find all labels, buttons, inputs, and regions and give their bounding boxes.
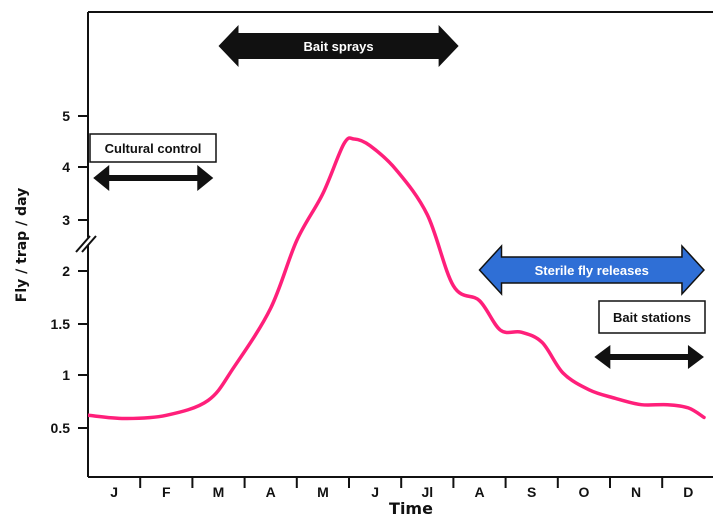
- bait-sprays-arrow: [218, 25, 459, 67]
- x-tick-label: M: [317, 484, 329, 500]
- bait-sprays-annotation: Bait sprays: [218, 25, 459, 67]
- y-axis-ticks: 0.5 1 1.5 2 3 4 5: [51, 108, 88, 436]
- x-tick-label: A: [474, 484, 484, 500]
- bait-sprays-label: Bait sprays: [304, 39, 374, 54]
- x-tick-label: M: [213, 484, 225, 500]
- sterile-fly-label: Sterile fly releases: [535, 263, 649, 278]
- cultural-control-annotation: Cultural control: [89, 133, 217, 191]
- annotation-layer: Bait sprays Cultural control Sterile fly r…: [89, 25, 706, 369]
- x-tick-label: J: [110, 484, 118, 500]
- y-tick-label: 3: [62, 212, 70, 228]
- y-axis-break-mark: [72, 235, 97, 253]
- x-tick-label: S: [527, 484, 536, 500]
- y-tick-label: 1: [62, 367, 70, 383]
- y-axis-title: Fly / trap / day: [14, 188, 30, 302]
- x-tick-label: A: [266, 484, 276, 500]
- bait-stations-annotation: Bait stations: [594, 300, 706, 369]
- sterile-fly-arrow: [478, 244, 705, 296]
- x-tick-label: D: [683, 484, 693, 500]
- bait-stations-label: Bait stations: [613, 310, 691, 325]
- y-tick-label: 5: [62, 108, 70, 124]
- bait-stations-arrow: [594, 345, 704, 369]
- cultural-control-arrow: [93, 165, 214, 191]
- y-tick-label: 1.5: [51, 316, 71, 332]
- x-tick-label: J: [371, 484, 379, 500]
- x-tick-label: N: [631, 484, 641, 500]
- sterile-fly-annotation: Sterile fly releases: [478, 244, 705, 296]
- x-tick-label: Jl: [421, 484, 433, 500]
- cultural-control-box: [89, 133, 217, 163]
- x-tick-label: O: [578, 484, 589, 500]
- series-layer: [88, 136, 706, 421]
- bait-stations-box: [598, 300, 706, 334]
- y-tick-label: 4: [62, 159, 70, 175]
- y-tick-label: 0.5: [51, 420, 71, 436]
- x-axis-title: Time: [389, 499, 433, 518]
- x-axis-ticks: J F M A M J Jl A S O N D: [110, 477, 693, 500]
- x-tick-label: F: [162, 484, 171, 500]
- series-line: [88, 136, 706, 421]
- y-tick-label: 2: [62, 263, 70, 279]
- cultural-control-label: Cultural control: [105, 141, 202, 156]
